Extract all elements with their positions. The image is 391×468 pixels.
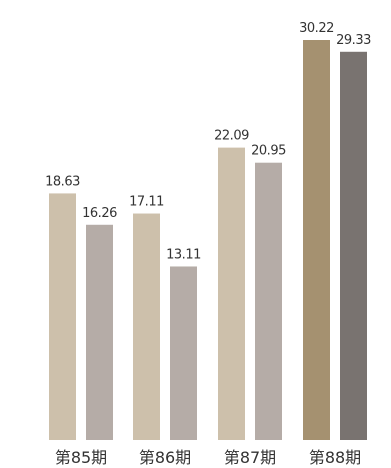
bar-第88期-series-1 <box>303 40 330 440</box>
category-label-第85期: 第85期 <box>55 448 107 467</box>
category-labels-layer: 第85期 第86期 第87期 第88期 <box>55 448 361 467</box>
value-label-第86期-series-2: 13.11 <box>166 247 201 262</box>
bar-第85期-series-1 <box>49 193 76 440</box>
bar-第87期-series-1 <box>218 147 245 441</box>
bars-layer <box>49 40 367 441</box>
category-label-第86期: 第86期 <box>139 448 191 467</box>
value-label-第88期-series-1: 30.22 <box>299 21 334 36</box>
value-label-第87期-series-1: 22.09 <box>214 129 249 144</box>
bar-第87期-series-2 <box>255 162 282 440</box>
value-label-第85期-series-1: 18.63 <box>45 174 80 189</box>
value-label-第85期-series-2: 16.26 <box>82 206 117 221</box>
value-label-第88期-series-2: 29.33 <box>336 33 371 48</box>
category-label-第88期: 第88期 <box>309 448 361 467</box>
category-label-第87期: 第87期 <box>224 448 276 467</box>
bar-第86期-series-1 <box>133 213 160 440</box>
bar-第86期-series-2 <box>170 266 197 440</box>
value-label-第87期-series-2: 20.95 <box>251 144 286 159</box>
value-label-第86期-series-1: 17.11 <box>129 195 164 210</box>
bar-第88期-series-2 <box>340 51 367 441</box>
bar-第85期-series-2 <box>86 224 113 440</box>
